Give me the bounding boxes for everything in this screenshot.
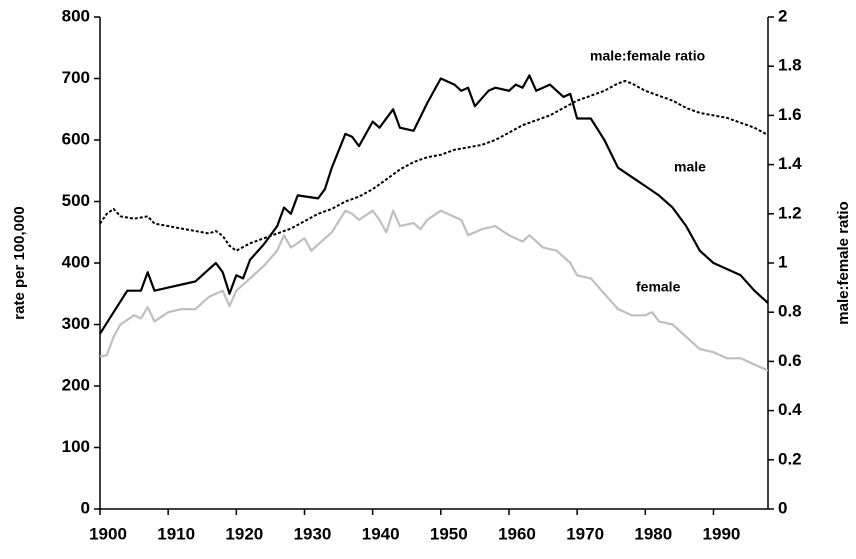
y-tick-label: 800: [62, 6, 90, 25]
x-tick-label: 1940: [362, 524, 400, 543]
x-tick-label: 1920: [225, 524, 263, 543]
series-label: female: [636, 279, 681, 295]
y2-tick-label: 0: [778, 498, 787, 517]
y-tick-label: 500: [62, 191, 90, 210]
x-tick-label: 1960: [498, 524, 536, 543]
y2-axis-title: male:female ratio: [835, 201, 852, 324]
x-tick-label: 1980: [634, 524, 672, 543]
y2-tick-label: 1: [778, 252, 787, 271]
y2-tick-label: 1.8: [778, 56, 802, 75]
y2-tick-label: 0.4: [778, 400, 802, 419]
series-label: male:female ratio: [590, 48, 705, 64]
y-tick-label: 200: [62, 375, 90, 394]
y2-tick-label: 0.8: [778, 302, 802, 321]
y-tick-label: 600: [62, 129, 90, 148]
x-tick-label: 1950: [430, 524, 468, 543]
y2-tick-label: 2: [778, 6, 787, 25]
x-tick-label: 1900: [89, 524, 127, 543]
x-tick-label: 1930: [294, 524, 332, 543]
y-tick-label: 700: [62, 68, 90, 87]
y-tick-label: 100: [62, 437, 90, 456]
y2-tick-label: 1.6: [778, 105, 802, 124]
x-tick-label: 1970: [566, 524, 604, 543]
y2-tick-label: 0.2: [778, 449, 802, 468]
series-line: [99, 209, 769, 372]
series-line: [99, 74, 769, 335]
y-axis-title: rate per 100,000: [11, 206, 28, 319]
y2-tick-label: 1.4: [778, 154, 802, 173]
series-label: male: [674, 159, 706, 175]
y2-tick-label: 0.6: [778, 351, 802, 370]
y-tick-label: 0: [81, 498, 90, 517]
y2-tick-label: 1.2: [778, 203, 802, 222]
series-line: [99, 80, 769, 252]
x-tick-label: 1910: [157, 524, 195, 543]
y-tick-label: 300: [62, 314, 90, 333]
y-tick-label: 400: [62, 252, 90, 271]
x-tick-label: 1990: [703, 524, 741, 543]
